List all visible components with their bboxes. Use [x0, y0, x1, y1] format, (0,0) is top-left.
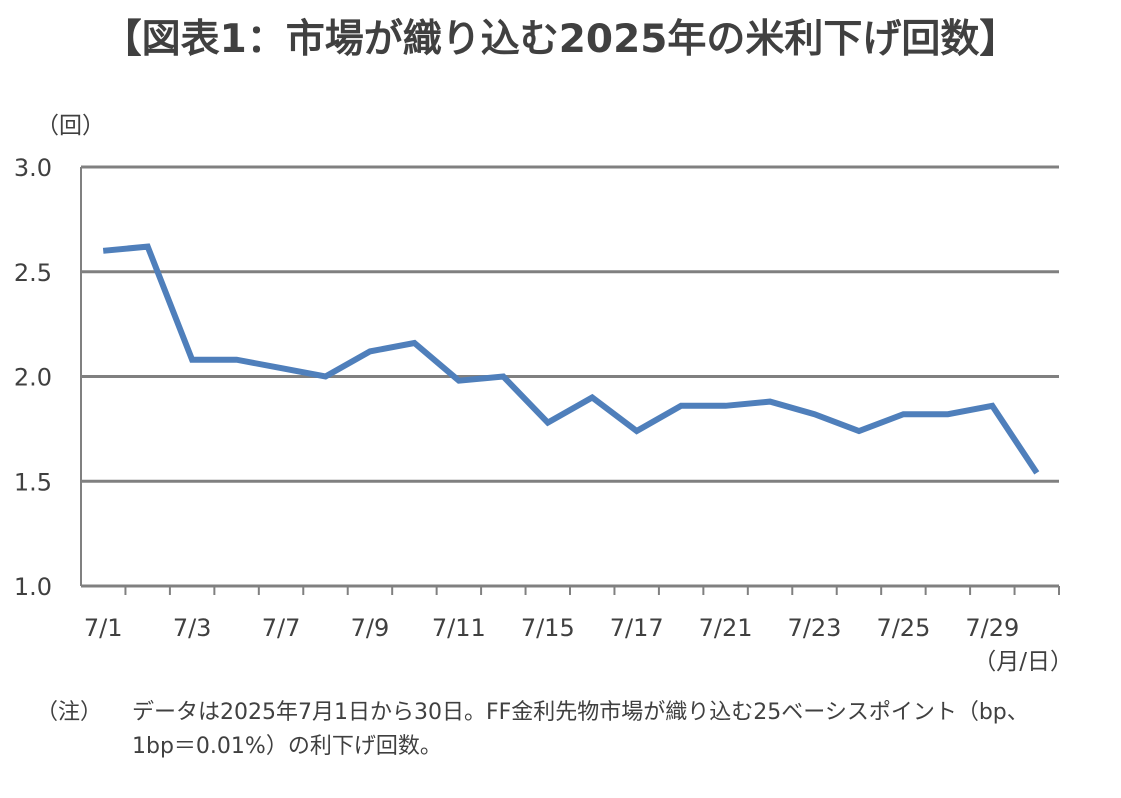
x-tick-label: 7/23	[788, 614, 842, 642]
data-point-7-11	[456, 378, 462, 384]
y-tick-label: 1.5	[14, 468, 52, 496]
y-tick-label: 2.0	[14, 364, 52, 392]
x-tick-label: 7/1	[84, 614, 123, 642]
data-point-7-15	[545, 420, 551, 426]
data-point-7-18	[678, 403, 684, 409]
data-point-7-10	[411, 340, 417, 346]
y-tick-label: 1.0	[14, 573, 52, 601]
x-tick-label: 7/9	[351, 614, 390, 642]
data-point-7-23	[812, 411, 818, 417]
y-tick-label: 2.5	[14, 259, 52, 287]
x-tick-label: 7/7	[262, 614, 301, 642]
data-point-7-29	[989, 403, 995, 409]
tick-labels: 3.0 2.5 2.0 1.5 1.0 7/1 7/3 7/7 7/9 7/11 7/15 7/17 7…	[14, 113, 1073, 675]
footnote-line-2: 1bp＝0.01%）の利下げ回数。	[132, 734, 442, 759]
footnote-line-1: データは2025年7月1日から30日。FF金利先物市場が織り込む25ベーシスポイ…	[132, 700, 1029, 725]
data-point-7-8	[323, 374, 329, 380]
footnote-label: （注）	[36, 700, 103, 725]
data-point-7-25	[900, 411, 906, 417]
x-tick-label: 7/17	[610, 614, 664, 642]
footnote-body: データは2025年7月1日から30日。FF金利先物市場が織り込む25ベーシスポイ…	[132, 696, 1121, 764]
x-tick-label: 7/11	[432, 614, 486, 642]
data-point-7-22	[767, 399, 773, 405]
x-tick-label: 7/21	[699, 614, 753, 642]
line-chart: 3.0 2.5 2.0 1.5 1.0 7/1 7/3 7/7 7/9 7/11 7/15 7/17 7…	[14, 113, 1073, 675]
y-tick-label: 3.0	[14, 154, 52, 182]
data-point-7-16	[589, 394, 595, 400]
data-point-7-7	[278, 365, 284, 371]
data-point-7-14	[500, 374, 506, 380]
data-point-7-1	[100, 248, 106, 254]
data-point-7-4	[234, 357, 240, 363]
chart-title: 【図表1：市場が織り込む2025年の米利下げ回数】	[102, 17, 1019, 62]
x-tick-label: 7/25	[876, 614, 930, 642]
x-tick-label: 7/15	[521, 614, 575, 642]
gridlines	[81, 165, 1059, 483]
data-point-7-28	[945, 411, 951, 417]
data-point-7-24	[856, 428, 862, 434]
data-point-7-2	[145, 244, 151, 250]
series-line	[102, 243, 1040, 475]
x-axis-unit-label: （月/日）	[973, 649, 1073, 675]
data-point-7-21	[723, 403, 729, 409]
data-point-7-9	[367, 348, 373, 354]
data-point-7-30	[1034, 470, 1040, 476]
axes	[80, 167, 1060, 595]
y-axis-unit-label: （回）	[36, 113, 105, 139]
data-point-7-3	[189, 357, 195, 363]
x-tick-label: 7/29	[965, 614, 1019, 642]
x-tick-label: 7/3	[173, 614, 212, 642]
data-point-7-17	[634, 428, 640, 434]
series-layer	[100, 243, 1040, 476]
